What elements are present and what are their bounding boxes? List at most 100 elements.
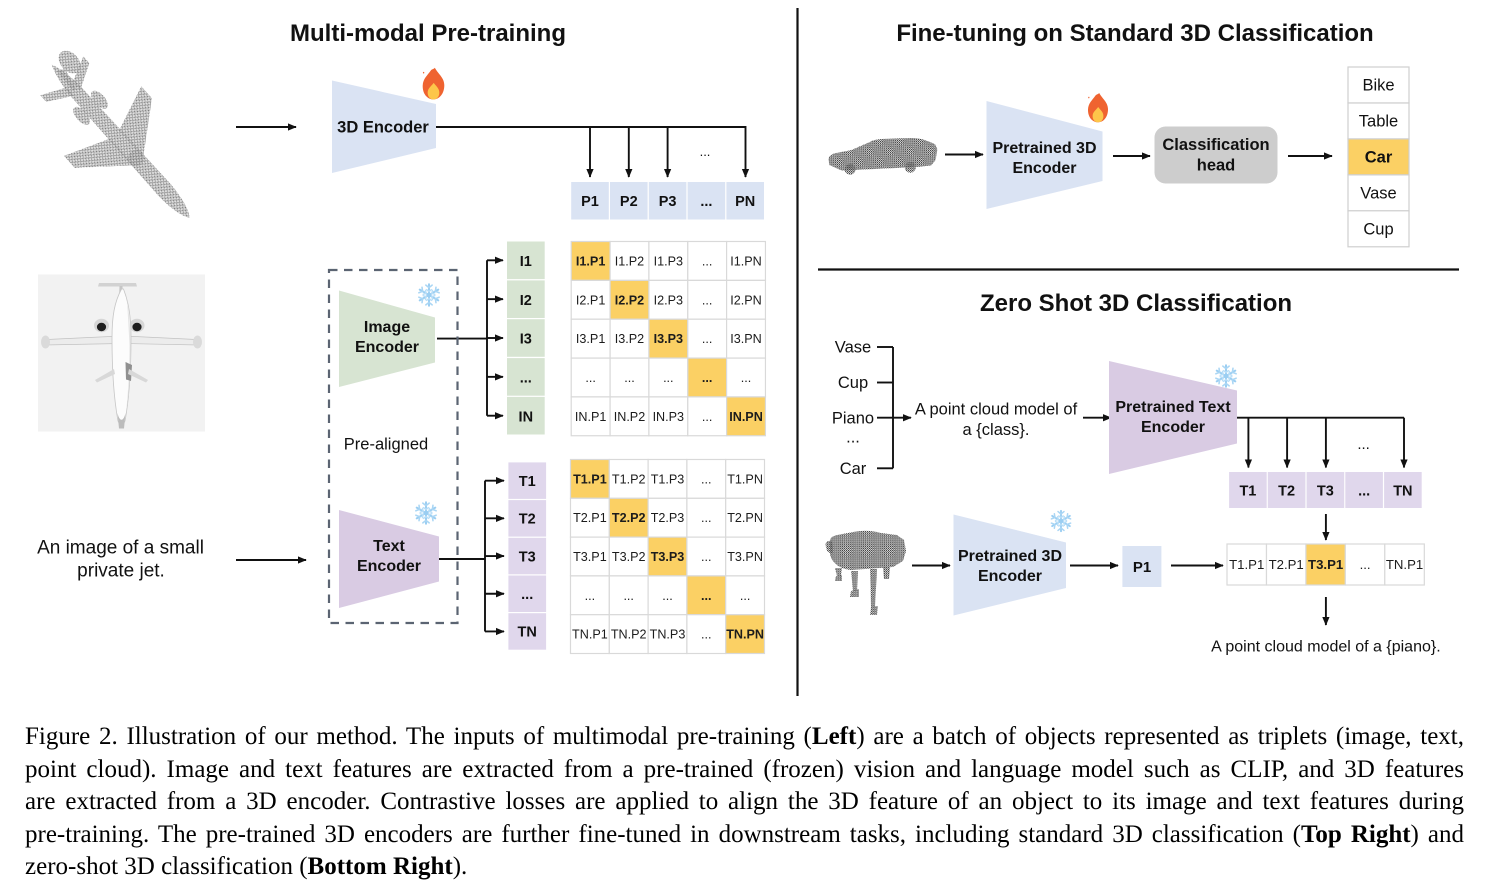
svg-text:Encoder: Encoder [355, 339, 419, 356]
svg-text:T3: T3 [519, 549, 536, 565]
svg-text:TN.P3: TN.P3 [650, 628, 686, 642]
svg-text:head: head [1197, 157, 1236, 175]
svg-text:Pretrained 3D: Pretrained 3D [958, 548, 1062, 565]
svg-text:P1: P1 [581, 194, 599, 210]
svg-text:I1.P1: I1.P1 [576, 254, 605, 268]
svg-text:Cup: Cup [1363, 220, 1393, 238]
svg-text:...: ... [702, 410, 713, 424]
svg-text:Car: Car [1365, 148, 1393, 166]
svg-text:Multi-modal Pre-training: Multi-modal Pre-training [290, 20, 566, 47]
svg-text:...: ... [700, 144, 711, 159]
svg-text:...: ... [1357, 436, 1370, 453]
svg-text:I2.P3: I2.P3 [654, 293, 683, 307]
svg-text:...: ... [701, 550, 712, 564]
svg-text:Bike: Bike [1362, 77, 1394, 95]
svg-text:T2.PN: T2.PN [727, 511, 763, 525]
svg-text:...: ... [702, 332, 713, 346]
svg-text:T2: T2 [1278, 484, 1295, 500]
svg-text:T2.P2: T2.P2 [612, 511, 646, 525]
svg-text:...: ... [740, 589, 751, 603]
svg-text:P3: P3 [659, 194, 677, 210]
svg-text:IN.P2: IN.P2 [614, 410, 646, 424]
svg-text:Image: Image [364, 319, 410, 336]
svg-text:...: ... [701, 589, 712, 603]
svg-text:TN.P2: TN.P2 [611, 628, 647, 642]
svg-text:IN.P3: IN.P3 [653, 410, 685, 424]
svg-text:I2.P2: I2.P2 [615, 293, 644, 307]
svg-text:T3.P2: T3.P2 [612, 550, 646, 564]
svg-text:...: ... [741, 371, 752, 385]
svg-text:Vase: Vase [835, 339, 871, 357]
svg-text:T2: T2 [519, 512, 536, 528]
svg-text:...: ... [702, 371, 713, 385]
svg-text:...: ... [623, 589, 634, 603]
svg-text:T3.P3: T3.P3 [651, 550, 685, 564]
svg-text:...: ... [701, 472, 712, 486]
svg-text:T1: T1 [519, 474, 536, 490]
svg-text:I1.PN: I1.PN [730, 254, 762, 268]
svg-text:Cup: Cup [838, 374, 868, 392]
svg-text:I2: I2 [520, 293, 532, 309]
svg-text:Encoder: Encoder [978, 568, 1042, 585]
svg-text:Vase: Vase [1360, 184, 1396, 202]
svg-text:Zero Shot 3D Classification: Zero Shot 3D Classification [980, 290, 1292, 317]
svg-text:Text: Text [373, 538, 405, 555]
svg-text:Fine-tuning on Standard 3D Cla: Fine-tuning on Standard 3D Classificatio… [896, 20, 1373, 47]
svg-text:An image of a small: An image of a small [37, 538, 204, 559]
svg-text:T1.P2: T1.P2 [612, 472, 646, 486]
svg-text:TN.PN: TN.PN [726, 628, 764, 642]
svg-text:private jet.: private jet. [77, 561, 165, 582]
svg-text:IN: IN [519, 409, 534, 425]
svg-text:T3.P1: T3.P1 [1308, 557, 1343, 572]
svg-text:T1.P1: T1.P1 [1229, 557, 1264, 572]
svg-text:A point cloud model of: A point cloud model of [915, 401, 1078, 419]
svg-text:P1: P1 [1133, 559, 1151, 576]
svg-text:Table: Table [1359, 112, 1398, 130]
svg-text:...: ... [700, 194, 712, 210]
svg-text:...: ... [702, 293, 713, 307]
svg-text:I1.P3: I1.P3 [654, 254, 683, 268]
svg-text:T1.P3: T1.P3 [651, 472, 685, 486]
svg-text:...: ... [662, 589, 673, 603]
svg-text:A point cloud model of a {pian: A point cloud model of a {piano}. [1211, 639, 1441, 656]
svg-text:T1.P1: T1.P1 [573, 472, 607, 486]
svg-text:Classification: Classification [1162, 136, 1269, 154]
svg-text:TN.P1: TN.P1 [572, 628, 608, 642]
svg-text:...: ... [1360, 557, 1371, 572]
svg-text:...: ... [585, 371, 596, 385]
svg-text:P2: P2 [620, 194, 638, 210]
svg-text:I3.P3: I3.P3 [654, 332, 683, 346]
svg-text:...: ... [520, 371, 532, 387]
svg-text:I3: I3 [520, 332, 532, 348]
svg-text:...: ... [624, 371, 635, 385]
svg-text:Encoder: Encoder [357, 558, 421, 575]
svg-text:...: ... [701, 628, 712, 642]
svg-text:a {class}.: a {class}. [963, 421, 1030, 439]
svg-text:T1.PN: T1.PN [727, 472, 763, 486]
svg-text:...: ... [701, 511, 712, 525]
svg-text:Encoder: Encoder [1141, 419, 1205, 436]
svg-text:I1.P2: I1.P2 [615, 254, 644, 268]
svg-text:I1: I1 [520, 254, 532, 270]
svg-text:T2.P1: T2.P1 [573, 511, 607, 525]
svg-text:I3.P2: I3.P2 [615, 332, 644, 346]
svg-text:PN: PN [735, 194, 755, 210]
svg-text:T2.P1: T2.P1 [1269, 557, 1304, 572]
svg-text:T3: T3 [1317, 484, 1334, 500]
svg-text:Pre-aligned: Pre-aligned [344, 436, 428, 454]
svg-text:Car: Car [840, 460, 867, 478]
svg-text:...: ... [702, 254, 713, 268]
svg-text:I3.PN: I3.PN [730, 332, 762, 346]
svg-text:I2.P1: I2.P1 [576, 293, 605, 307]
svg-text:Piano: Piano [832, 409, 874, 427]
svg-text:I2.PN: I2.PN [730, 293, 762, 307]
svg-text:TN: TN [518, 625, 537, 641]
svg-text:IN.PN: IN.PN [729, 410, 763, 424]
svg-text:T3.P1: T3.P1 [573, 550, 607, 564]
svg-text:...: ... [663, 371, 674, 385]
svg-text:TN: TN [1393, 484, 1412, 500]
svg-text:...: ... [585, 589, 596, 603]
svg-text:T3.PN: T3.PN [727, 550, 763, 564]
svg-text:...: ... [1358, 484, 1370, 500]
svg-text:Pretrained Text: Pretrained Text [1115, 399, 1231, 416]
